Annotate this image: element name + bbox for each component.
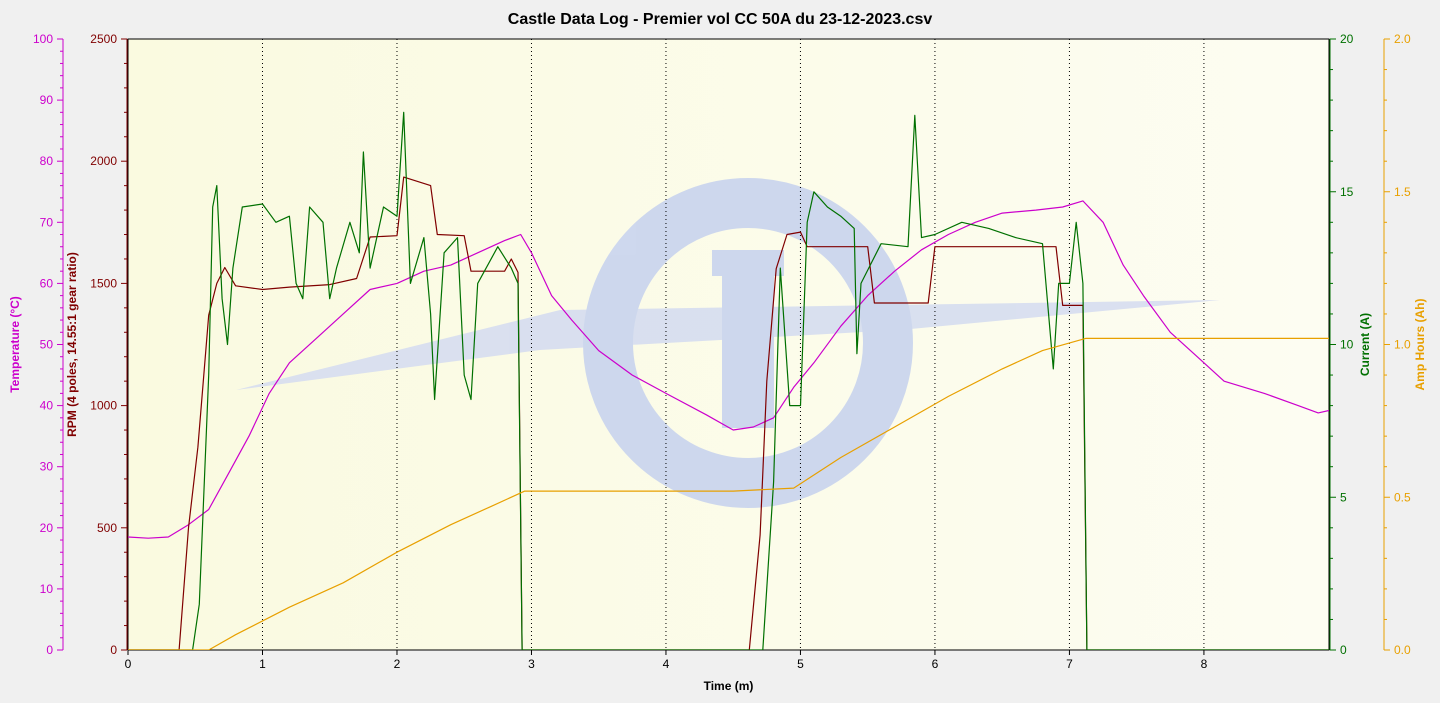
amphours-tick-label-4: 2.0 — [1394, 32, 1411, 46]
rpm-tick-label-5: 2500 — [90, 32, 117, 46]
rpm-tick-label-3: 1500 — [90, 276, 117, 290]
temperature-tick-label-8: 80 — [40, 154, 54, 168]
rpm-axis-label: RPM (4 poles, 14.55:1 gear ratio) — [65, 252, 79, 437]
temperature-axis-label: Temperature (°C) — [8, 296, 22, 393]
current-tick-label-1: 5 — [1340, 490, 1347, 504]
temperature-tick-label-9: 90 — [40, 93, 54, 107]
x-tick-label-7: 7 — [1066, 657, 1073, 671]
temperature-tick-label-1: 10 — [40, 582, 54, 596]
current-series-line — [128, 111, 1329, 650]
series-layer — [128, 111, 1329, 650]
temperature-tick-label-2: 20 — [40, 521, 54, 535]
chart-title: Castle Data Log - Premier vol CC 50A du … — [508, 11, 933, 28]
rpm-tick-label-1: 500 — [97, 521, 117, 535]
temperature-series-line — [128, 200, 1329, 539]
x-tick-label-6: 6 — [932, 657, 939, 671]
x-tick-label-3: 3 — [528, 657, 535, 671]
watermark-logo — [236, 178, 1220, 508]
temperature-tick-label-6: 60 — [40, 276, 54, 290]
x-tick-label-0: 0 — [125, 657, 132, 671]
amphours-series-line — [128, 337, 1329, 650]
x-axis-label: Time (m) — [704, 679, 754, 693]
temperature-tick-label-7: 70 — [40, 215, 54, 229]
amphours-tick-label-2: 1.0 — [1394, 338, 1411, 352]
x-tick-label-5: 5 — [797, 657, 804, 671]
rpm-series-line — [128, 176, 1329, 650]
temperature-tick-label-0: 0 — [46, 643, 53, 657]
current-tick-label-3: 15 — [1340, 185, 1354, 199]
x-tick-label-4: 4 — [663, 657, 670, 671]
rpm-tick-label-2: 1000 — [90, 399, 117, 413]
temperature-tick-label-4: 40 — [40, 399, 54, 413]
temperature-tick-label-3: 30 — [40, 460, 54, 474]
temperature-tick-label-10: 100 — [33, 32, 53, 46]
amphours-axis-label: Amp Hours (Ah) — [1413, 299, 1427, 391]
rpm-tick-label-0: 0 — [110, 643, 117, 657]
amphours-tick-label-3: 1.5 — [1394, 185, 1411, 199]
current-tick-label-2: 10 — [1340, 338, 1354, 352]
current-tick-label-0: 0 — [1340, 643, 1347, 657]
x-tick-label-2: 2 — [394, 657, 401, 671]
amphours-tick-label-1: 0.5 — [1394, 490, 1411, 504]
rpm-tick-label-4: 2000 — [90, 154, 117, 168]
x-tick-label-8: 8 — [1201, 657, 1208, 671]
temperature-tick-label-5: 50 — [40, 338, 54, 352]
x-tick-label-1: 1 — [259, 657, 266, 671]
current-axis-label: Current (A) — [1358, 313, 1372, 376]
amphours-tick-label-0: 0.0 — [1394, 643, 1411, 657]
current-tick-label-4: 20 — [1340, 32, 1354, 46]
